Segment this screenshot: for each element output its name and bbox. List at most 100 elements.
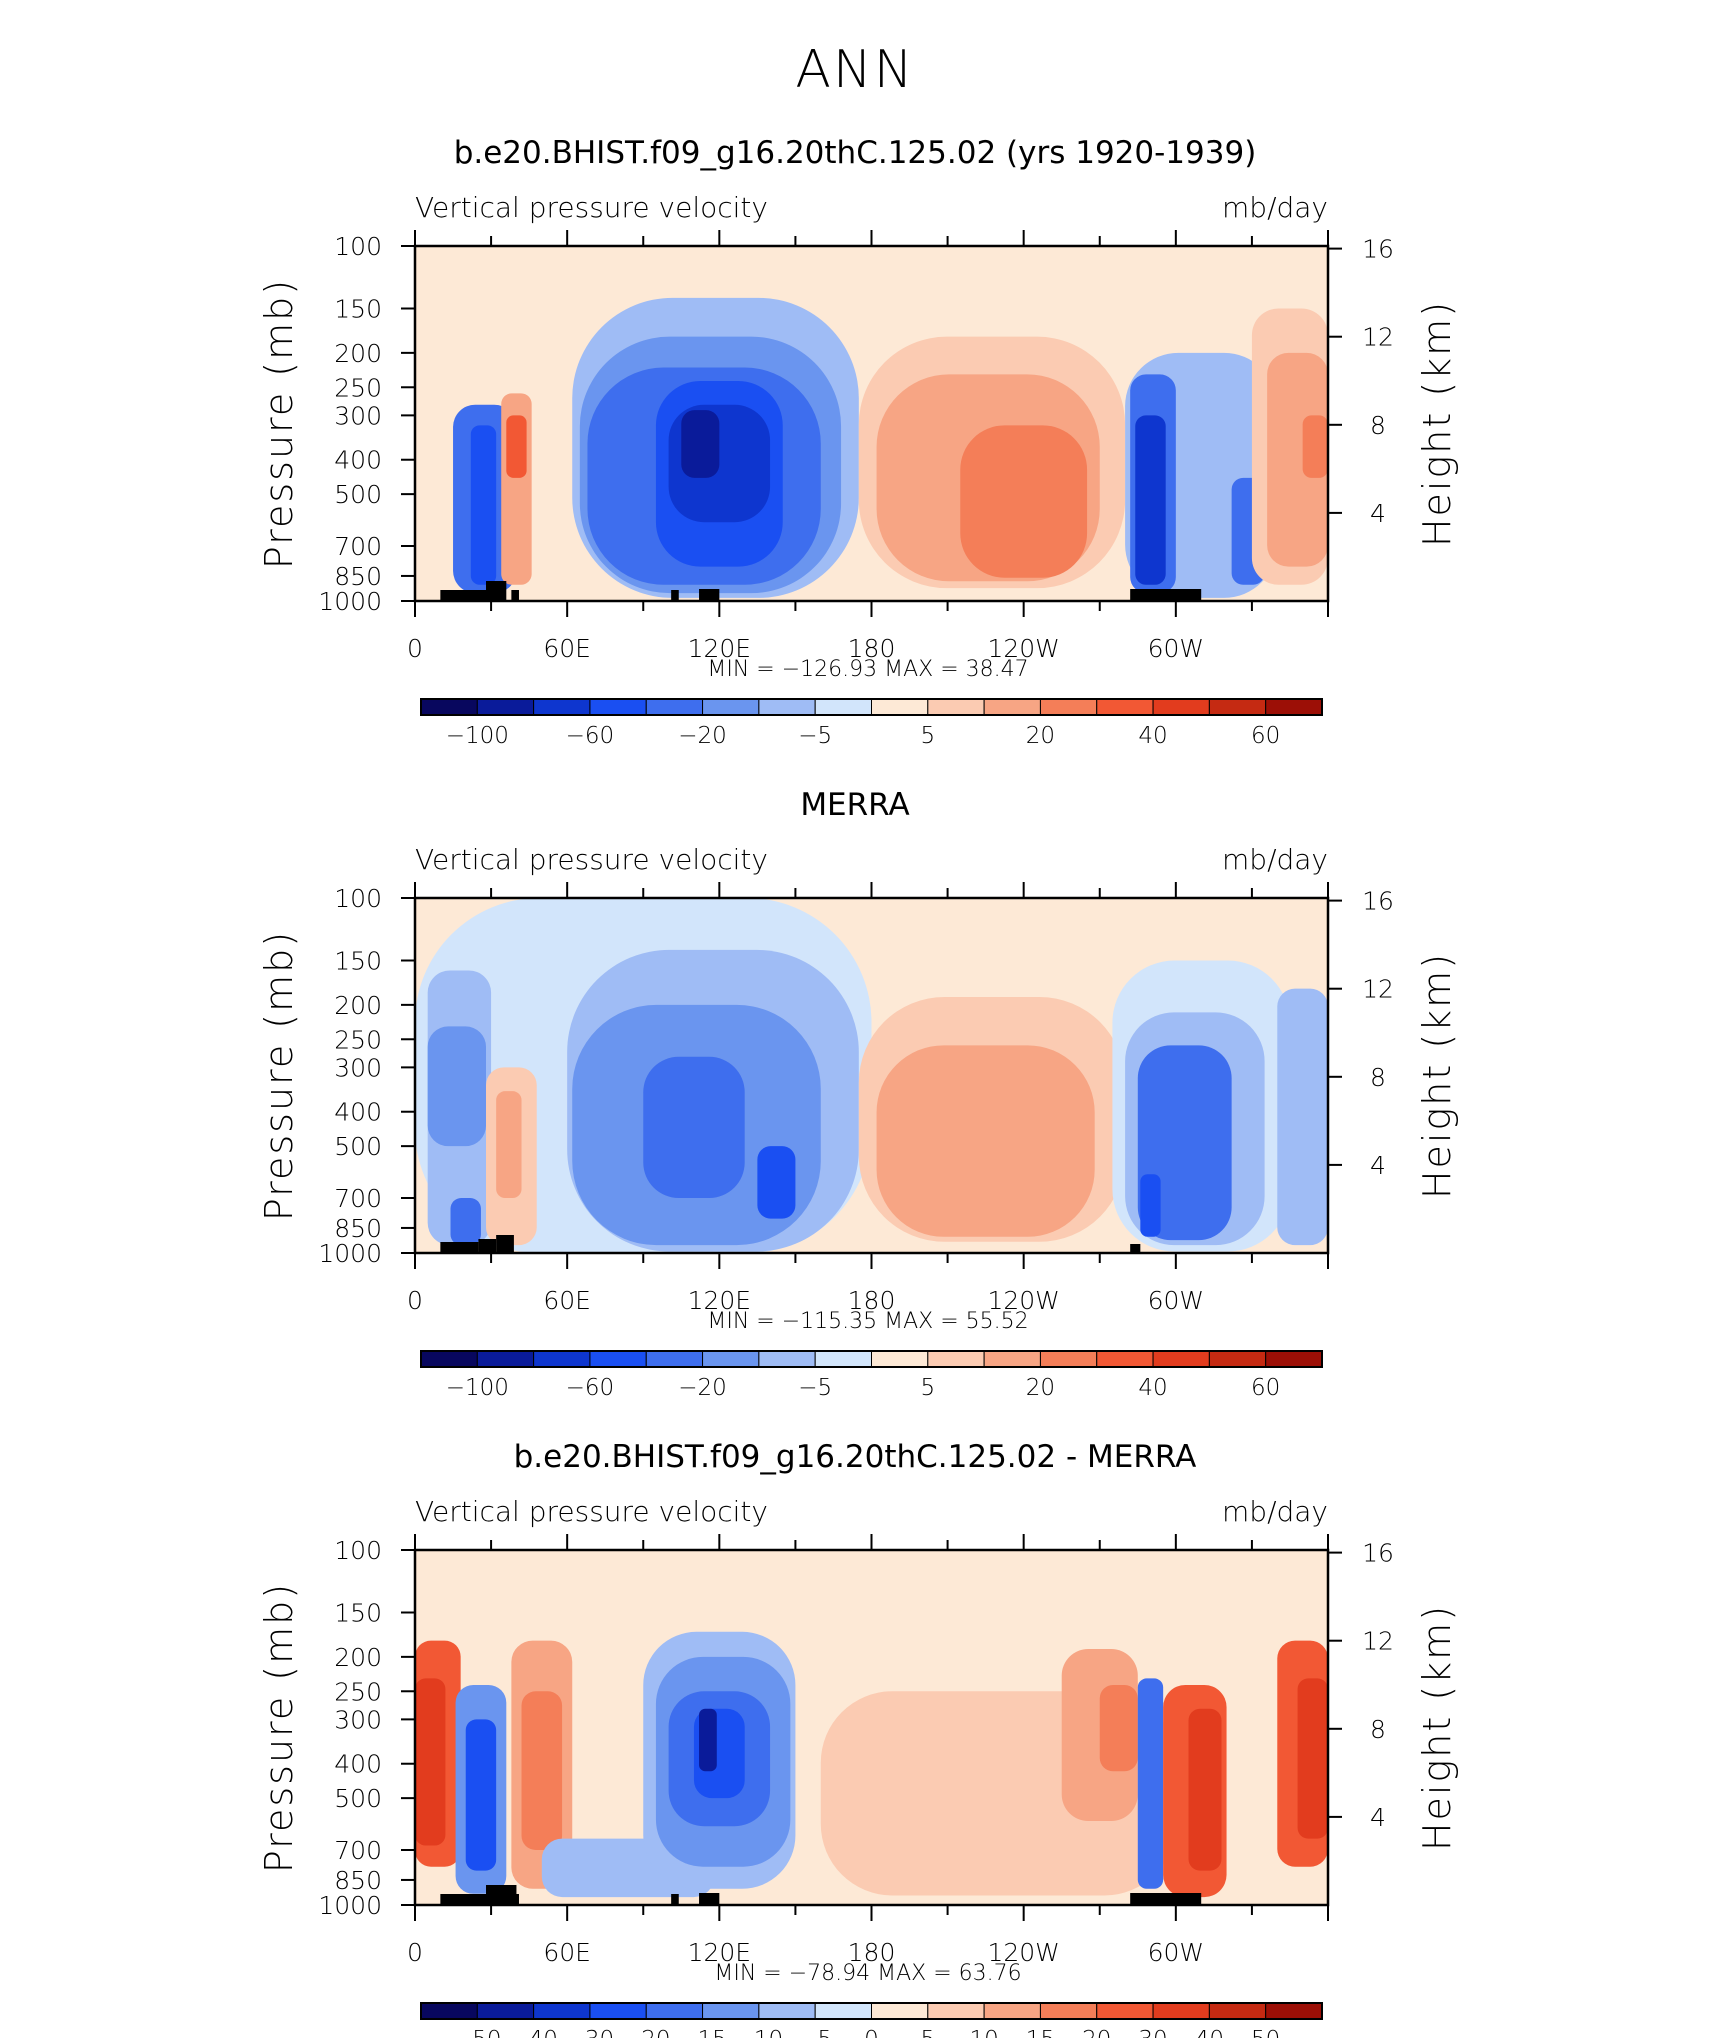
x-tick-label: 60E [543,634,591,663]
y2-tick-label: 4 [1370,1803,1386,1832]
colorbar-swatch [533,1350,591,1368]
colorbar-swatch [1039,1350,1098,1368]
y-tick-label: 500 [334,1132,382,1161]
y-tick-label: 850 [334,1866,382,1895]
colorbar-swatch [1265,1350,1323,1368]
colorbar-swatch [476,698,535,716]
colorbar-swatch [983,698,1041,716]
contour-region [496,1091,522,1199]
x-tick-label: 180 [848,1938,896,1967]
contour-region [1277,988,1328,1246]
colorbar-swatch [420,698,478,716]
y2-axis-title: Height (km) [1415,1604,1459,1851]
colorbar-swatch [702,2002,760,2020]
land-mask [511,590,519,601]
colorbar-swatch [927,1350,985,1368]
y-tick-label: 300 [334,1705,382,1734]
colorbar-label: 60 [1251,1375,1280,1401]
land-mask [486,1885,517,1905]
land-mask [1130,589,1202,601]
x-tick-label: 120W [987,1286,1059,1315]
colorbar-label: −100 [446,723,509,749]
colorbar-label: 5 [920,2027,935,2038]
contour-region [1267,352,1328,567]
colorbar-label: 60 [1251,723,1280,749]
colorbar-swatch [645,698,704,716]
colorbar-label: −100 [446,1375,509,1401]
colorbar-swatch [871,2002,929,2020]
contour-region [1135,415,1166,585]
colorbar-label: 0 [864,2027,879,2038]
land-mask [478,1239,497,1253]
y-tick-label: 400 [334,1098,382,1127]
contour-region [1302,415,1328,478]
colorbar-swatch [871,1350,929,1368]
y2-tick-label: 4 [1370,1151,1386,1180]
colorbar-swatch [533,698,591,716]
contour-region [427,1026,487,1147]
y2-tick-label: 12 [1362,975,1394,1004]
colorbar-label: 5 [920,723,935,749]
contour-region [1140,1174,1161,1237]
land-mask [486,581,507,601]
colorbar-label: −15 [678,2027,727,2038]
colorbar-swatch [1096,698,1154,716]
colorbar-swatch [476,2002,535,2020]
colorbar-swatch [1208,2002,1267,2020]
colorbar-label: 30 [1138,2027,1167,2038]
colorbar-swatch [420,2002,478,2020]
y-tick-label: 700 [334,532,382,561]
colorbar-frame [420,2002,1323,2020]
panel-title: MERRA [800,787,909,823]
contour-layer [440,297,1328,601]
x-tick-label: 60W [1148,1286,1205,1315]
y2-tick-label: 8 [1370,1063,1386,1092]
colorbar-swatch [589,1350,647,1368]
contour-region [681,410,720,478]
land-mask [699,589,720,601]
y-tick-label: 250 [334,373,382,402]
x-tick-label: 120W [987,1938,1059,1967]
y-tick-label: 500 [334,480,382,509]
y-tick-label: 400 [334,446,382,475]
contour-region [1137,1678,1164,1889]
colorbar-swatch [758,2002,816,2020]
colorbar-swatch [927,698,985,716]
panel-2: MERRA Vertical pressure velocity mb/day 0 60… [257,787,1459,1401]
variable-label: Vertical pressure velocity [415,1495,768,1528]
x-tick-label: 60E [543,1938,591,1967]
colorbar-label: −5 [798,2027,832,2038]
y-tick-label: 150 [334,1599,382,1628]
y-tick-label: 500 [334,1784,382,1813]
panel-title: b.e20.BHIST.f09_g16.20thC.125.02 (yrs 19… [454,135,1257,171]
land-mask [1130,1244,1141,1253]
colorbar-swatch [1152,1350,1210,1368]
colorbar-swatch [814,1350,872,1368]
y-axis-title: Pressure (mb) [257,930,301,1221]
y2-tick-label: 12 [1362,323,1394,352]
y-tick-label: 400 [334,1750,382,1779]
x-tick-label: 120E [688,1938,752,1967]
colorbar-swatch [1208,698,1267,716]
colorbar-swatch [871,698,929,716]
land-mask [671,590,679,601]
x-tick-label: 180 [848,1286,896,1315]
y2-axis-title: Height (km) [1415,300,1459,547]
colorbar-label: 40 [1195,2027,1224,2038]
colorbar-swatch [589,698,647,716]
contour-region [876,1045,1095,1237]
units-label: mb/day [1222,843,1328,876]
contour-region [699,1708,717,1772]
contour-region [643,1056,745,1199]
variable-label: Vertical pressure velocity [415,843,768,876]
land-mask [671,1894,679,1905]
colorbar-label: −10 [735,2027,784,2038]
colorbar-swatch [814,2002,872,2020]
colorbar-frame [420,1350,1323,1368]
colorbar-label: −60 [566,723,615,749]
colorbar-label: 50 [1251,2027,1280,2038]
land-mask [699,1893,720,1905]
colorbar-label: −50 [453,2027,502,2038]
colorbar-swatch [983,2002,1041,2020]
y2-tick-label: 16 [1362,887,1394,916]
